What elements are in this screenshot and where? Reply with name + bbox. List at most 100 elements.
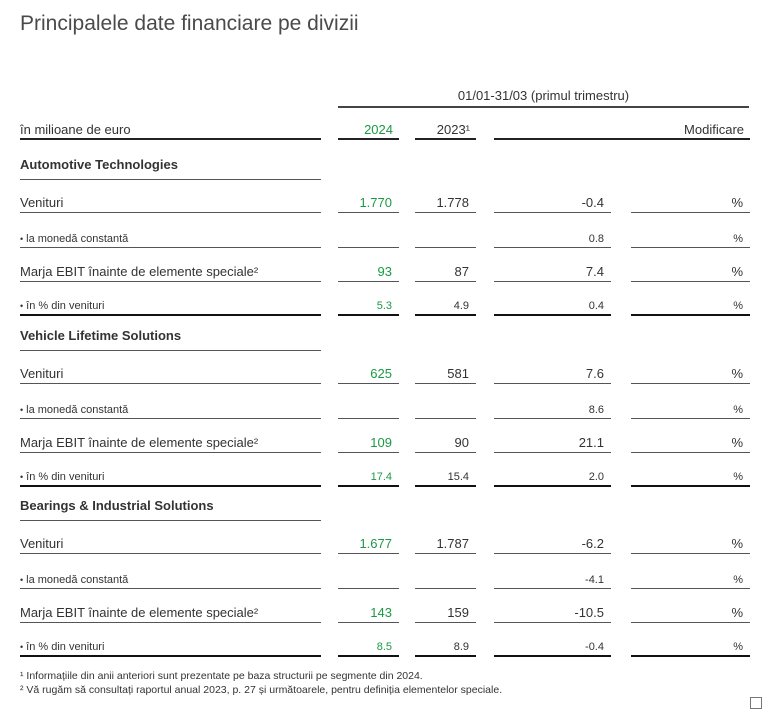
value-change: -0.4 [494,641,611,657]
value-change: -6.2 [494,536,611,554]
row-label-text: la monedă constantă [26,233,129,245]
value-percent-unit: % [631,300,750,316]
value-2023: 8.9 [415,641,476,657]
row-label: • în % din venituri [20,300,321,316]
table-row: • în % din venituri 5.3 4.9 0.4% [0,294,779,316]
row-label-text: Marja EBIT înainte de elemente speciale² [20,264,259,279]
bullet-icon: • [20,575,24,585]
table-row: • la monedă constantă 8.6% [0,397,779,419]
row-label: • la monedă constantă [20,574,321,589]
value-percent-unit: % [631,404,750,419]
value-change: 8.6 [494,404,611,419]
value-2023 [415,233,476,248]
row-label: • în % din venituri [20,641,321,657]
col-header-change: Modificare [494,122,750,140]
value-2023 [415,404,476,419]
value-2024 [338,574,399,589]
row-label: Venituri [20,366,321,384]
bullet-icon: • [20,234,24,244]
table-row: • la monedă constantă 0.8% [0,226,779,248]
row-label: Marja EBIT înainte de elemente speciale² [20,435,321,453]
value-2023: 15.4 [415,471,476,487]
table-row: Marja EBIT înainte de elemente speciale²… [0,601,779,623]
value-percent-unit: % [631,641,750,657]
value-2024: 109 [338,435,399,453]
page-title: Principalele date financiare pe divizii [20,12,359,35]
section-title: Automotive Technologies [20,157,321,180]
period-header: 01/01-31/03 (primul trimestru) [338,88,749,108]
row-label-text: la monedă constantă [26,404,129,416]
value-2024: 17.4 [338,471,399,487]
bullet-icon: • [20,405,24,415]
value-2023: 90 [415,435,476,453]
value-change: 21.1 [494,435,611,453]
row-label-text: Marja EBIT înainte de elemente speciale² [20,435,259,450]
table-row: • în % din venituri 8.5 8.9 -0.4% [0,635,779,657]
footnote-2: ² Vă rugăm să consultați raportul anual … [20,684,503,696]
value-percent-unit: % [631,366,750,384]
section-title: Bearings & Industrial Solutions [20,498,321,521]
row-label-text: Venituri [20,536,64,551]
col-header-2024: 2024 [338,122,399,140]
unit-label: în milioane de euro [20,122,321,140]
section-title: Vehicle Lifetime Solutions [20,328,321,351]
value-2023: 1.787 [415,536,476,554]
table-row: • la monedă constantă -4.1% [0,567,779,589]
value-2024 [338,233,399,248]
checkbox[interactable] [750,697,762,709]
row-label: • la monedă constantă [20,233,321,248]
value-2023: 87 [415,264,476,282]
value-change: 2.0 [494,471,611,487]
value-percent-unit: % [631,264,750,282]
value-2023 [415,574,476,589]
value-percent-unit: % [631,605,750,623]
value-2023: 159 [415,605,476,623]
value-change: 0.4 [494,300,611,316]
row-label: • în % din venituri [20,471,321,487]
value-2023: 1.778 [415,195,476,213]
value-2023: 4.9 [415,300,476,316]
value-change: -10.5 [494,605,611,623]
row-label-text: în % din venituri [26,641,105,653]
table-row: • în % din venituri 17.4 15.4 2.0% [0,465,779,487]
value-2024: 1.770 [338,195,399,213]
value-2024 [338,404,399,419]
value-percent-unit: % [631,471,750,487]
value-2024: 8.5 [338,641,399,657]
value-change: 7.6 [494,366,611,384]
row-label-text: Venituri [20,366,64,381]
row-label-text: Marja EBIT înainte de elemente speciale² [20,605,259,620]
row-label-text: în % din venituri [26,471,105,483]
value-change: 7.4 [494,264,611,282]
value-percent-unit: % [631,574,750,589]
value-percent-unit: % [631,233,750,248]
row-label: • la monedă constantă [20,404,321,419]
table-row: Marja EBIT înainte de elemente speciale²… [0,260,779,282]
table-row: Venituri 1.677 1.787 -6.2% [0,532,779,554]
value-2024: 143 [338,605,399,623]
row-label: Marja EBIT înainte de elemente speciale² [20,605,321,623]
value-2023: 581 [415,366,476,384]
table-row: Venituri 1.770 1.778 -0.4% [0,191,779,213]
value-percent-unit: % [631,536,750,554]
row-label: Marja EBIT înainte de elemente speciale² [20,264,321,282]
bullet-icon: • [20,472,24,482]
value-2024: 1.677 [338,536,399,554]
value-change: -0.4 [494,195,611,213]
value-percent-unit: % [631,195,750,213]
bullet-icon: • [20,301,24,311]
value-2024: 625 [338,366,399,384]
table-row: Marja EBIT înainte de elemente speciale²… [0,431,779,453]
col-header-2023: 2023¹ [415,122,476,140]
value-percent-unit: % [631,435,750,453]
bullet-icon: • [20,642,24,652]
value-2024: 5.3 [338,300,399,316]
row-label-text: la monedă constantă [26,574,129,586]
value-change: 0.8 [494,233,611,248]
value-2024: 93 [338,264,399,282]
row-label-text: Venituri [20,195,64,210]
row-label: Venituri [20,195,321,213]
footnote-1: ¹ Informațiile din anii anteriori sunt p… [20,670,423,682]
value-change: -4.1 [494,574,611,589]
table-row: Venituri 625 581 7.6% [0,362,779,384]
